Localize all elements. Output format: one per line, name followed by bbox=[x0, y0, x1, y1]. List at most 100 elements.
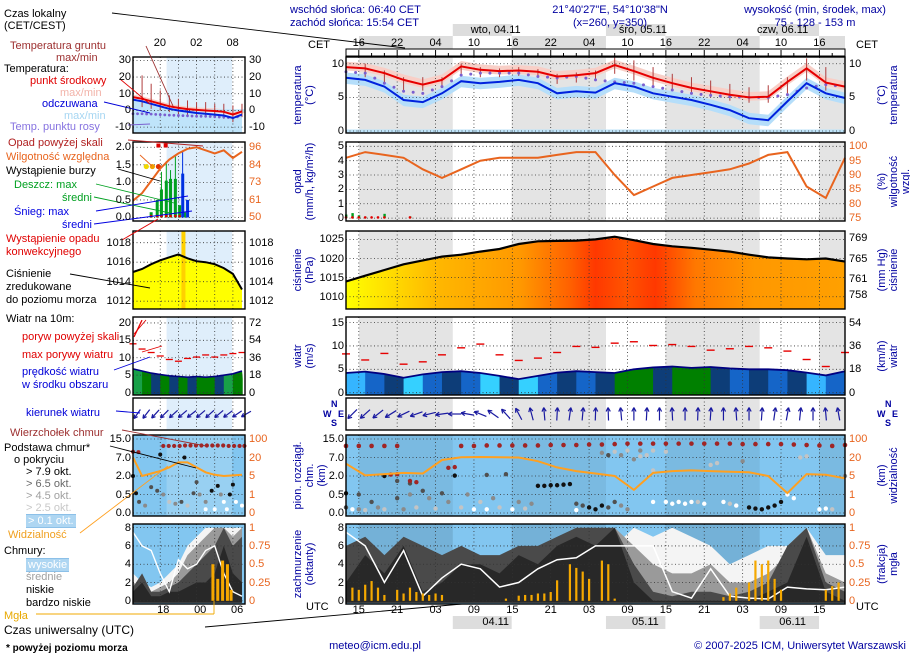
grid-point: (x=260, y=350) bbox=[573, 17, 647, 29]
legend-niskie: niskie bbox=[26, 584, 55, 596]
legend-mgła: Mgła bbox=[4, 610, 28, 622]
main-zach-tick-left: 0 bbox=[337, 594, 344, 607]
legend-temp-punktu-rosy: Temp. punktu rosy bbox=[10, 121, 100, 133]
main-opad-tick-left: 1 bbox=[337, 197, 344, 210]
tz-top-left: CET bbox=[308, 39, 330, 51]
main-pres-tick-left: 1010 bbox=[319, 290, 344, 303]
main-hum-tick-right: 90 bbox=[849, 169, 862, 182]
altitude-label: wysokość (min, środek, max) bbox=[744, 4, 886, 16]
legend-deszcz-max: Deszcz: max bbox=[14, 179, 77, 191]
tz-bottom-right: UTC bbox=[856, 601, 879, 613]
legend-wierzchołek-chmur: Wierzchołek chmur bbox=[10, 427, 104, 439]
legend-wystąpienie-burzy: Wystąpienie burzy bbox=[6, 165, 96, 177]
main-wind-tick-left: 5 bbox=[337, 363, 344, 376]
main-opad-tick-left: 3 bbox=[337, 169, 344, 182]
mini-zach-tick-left: 6 bbox=[124, 539, 131, 552]
legend-wiatr-na-10m-: Wiatr na 10m: bbox=[6, 313, 75, 325]
main-fog-tick-right: 1 bbox=[849, 521, 856, 534]
main-vert-tick-left: 7.0 bbox=[328, 451, 344, 464]
main-fog-tick-right: 0.25 bbox=[849, 576, 871, 589]
mini-wind-tick-left: 0 bbox=[124, 386, 131, 399]
main-wind-tick-left: 0 bbox=[337, 386, 344, 399]
utc-hour-label: 09 bbox=[467, 604, 481, 616]
main-temp-tick-right: 0 bbox=[849, 124, 856, 137]
mini-vis-tick-right: 5 bbox=[249, 470, 256, 482]
legend-czas-lokalny: Czas lokalny bbox=[4, 8, 67, 20]
main-pres-tick-right: 769 bbox=[849, 232, 868, 245]
mini-hour-bottom: 18 bbox=[157, 604, 170, 616]
legend-czas-uniwersalny-utc-: Czas uniwersalny (UTC) bbox=[4, 623, 135, 637]
mini-pres-tick-left: 1018 bbox=[106, 236, 131, 249]
coordinates: 21°40'27"E, 54°10'38"N bbox=[552, 4, 668, 16]
cet-hour-label: 16 bbox=[659, 37, 672, 49]
axis-title-right-2: (mm Hg) ciśnienie bbox=[876, 248, 900, 292]
main-vert-tick-left: 0.5 bbox=[328, 488, 344, 501]
legend-max-min: max/min bbox=[56, 52, 98, 64]
main-wind-tick-right: 0 bbox=[849, 386, 856, 399]
mini-hum-tick-right: 61 bbox=[249, 193, 262, 206]
cet-hour-label: 22 bbox=[391, 37, 404, 49]
main-vis-tick-right: 20 bbox=[849, 451, 862, 464]
main-vis-tick-right: 100 bbox=[849, 433, 868, 445]
main-pres-tick-right: 761 bbox=[849, 273, 868, 286]
mini-hour-top: 20 bbox=[153, 37, 166, 49]
footnote-above-sea-level: * powyżej poziomu morza bbox=[6, 643, 128, 654]
mini-hum-tick-right: 73 bbox=[249, 176, 262, 189]
utc-hour-label: 21 bbox=[544, 604, 557, 616]
main-wind-tick-right: 18 bbox=[849, 363, 862, 376]
date-label: 05.11 bbox=[632, 616, 659, 628]
main-opad-tick-left: 0 bbox=[337, 212, 344, 225]
axis-title-right-1: (%) wilgotność wzgl. bbox=[876, 155, 910, 208]
main-opad-tick-left: 5 bbox=[337, 140, 344, 153]
mini-wind-direction-panel bbox=[132, 397, 252, 431]
axis-title-left-4: pion. rozciągł. chm. (km) bbox=[292, 441, 328, 510]
cet-hour-label: 22 bbox=[544, 37, 557, 49]
legend-max-min: max/min bbox=[60, 87, 102, 99]
mini-temp-tick-right: 10 bbox=[249, 87, 262, 100]
mini-humidity-panel bbox=[132, 141, 246, 222]
day-label: czw, 06.11 bbox=[757, 24, 809, 36]
main-temp-tick-left: 5 bbox=[337, 91, 344, 104]
axis-title-left-5: zachmurzenie (oktanty) bbox=[292, 529, 316, 599]
date-label: 06.11 bbox=[779, 616, 806, 628]
legend-connector-lines bbox=[36, 12, 463, 628]
mini-vis-tick-right: 1 bbox=[249, 488, 256, 501]
mini-opad-tick-left: 0.0 bbox=[115, 211, 131, 224]
main-zach-tick-left: 8 bbox=[337, 521, 344, 534]
main-pres-tick-right: 758 bbox=[849, 288, 868, 301]
mini-temp-tick-left: 20 bbox=[118, 71, 131, 84]
mini-zach-tick-left: 4 bbox=[124, 558, 131, 571]
utc-hour-label: 09 bbox=[621, 604, 634, 616]
cet-hour-label: 04 bbox=[736, 37, 749, 49]
legend--6-5-okt-: > 6.5 okt. bbox=[26, 478, 72, 490]
legend-opad-powyżej-skali: Opad powyżej skali bbox=[8, 137, 103, 149]
main-wind-tick-left: 10 bbox=[331, 339, 344, 352]
utc-hour-label: 15 bbox=[813, 604, 826, 616]
legend-odczuwana: odczuwana bbox=[42, 98, 98, 110]
main-hum-tick-right: 100 bbox=[849, 140, 868, 153]
contact-email[interactable]: meteo@icm.edu.pl bbox=[329, 640, 421, 652]
mini-hum-tick-right: 84 bbox=[249, 158, 262, 171]
legend-wystąpienie-opadu: Wystąpienie opadu bbox=[6, 233, 100, 245]
mini-fog-tick-right: 0 bbox=[249, 594, 256, 607]
cet-hour-label: 16 bbox=[352, 37, 365, 49]
legend--7-9-okt-: > 7.9 okt. bbox=[26, 466, 72, 478]
mini-zach-tick-left: 0 bbox=[124, 594, 131, 607]
utc-hour-label: 03 bbox=[429, 604, 442, 616]
mini-vert-tick-left: 15.0 bbox=[109, 433, 131, 445]
mini-vert-tick-left: 0.5 bbox=[115, 488, 131, 501]
main-pres-tick-left: 1020 bbox=[319, 252, 344, 265]
main-hum-tick-right: 95 bbox=[849, 154, 862, 167]
legend-widzialność: Widzialność bbox=[8, 529, 67, 541]
legend-chmury-: Chmury: bbox=[4, 545, 46, 557]
mini-hour-top: 02 bbox=[190, 37, 203, 49]
legend-punkt-środkowy: punkt środkowy bbox=[30, 75, 107, 87]
axis-title-right-5: (frakcja) mgła bbox=[876, 544, 900, 584]
mini-zach-tick-left: 2 bbox=[124, 576, 131, 589]
legend-do-poziomu-morza: do poziomu morza bbox=[6, 294, 97, 306]
utc-hour-label: 03 bbox=[582, 604, 596, 616]
main-vis-tick-right: 0 bbox=[849, 507, 856, 519]
